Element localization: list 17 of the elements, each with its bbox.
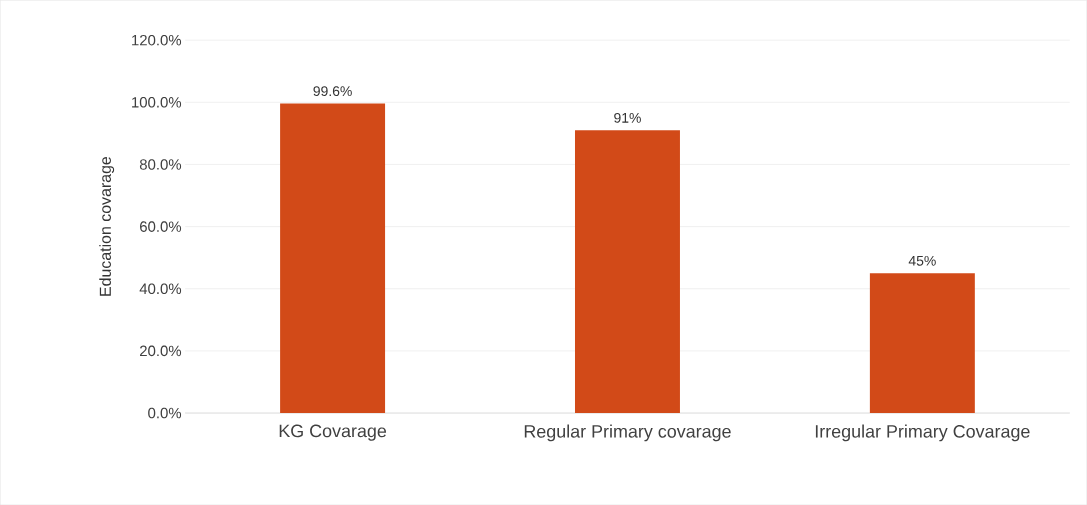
- y-tick-label: 120.0%: [132, 34, 182, 46]
- x-tick-label: KG Covarage: [279, 424, 387, 441]
- bar: [869, 273, 975, 413]
- x-tick-label: Irregular Primary Covarage: [815, 424, 1030, 442]
- y-tick-label: 80.0%: [139, 159, 182, 170]
- y-tick-label: 100.0%: [132, 96, 182, 108]
- data-label: 99.6%: [313, 86, 352, 96]
- data-label: 45%: [908, 255, 936, 266]
- y-axis-title: Education covarage: [99, 156, 115, 296]
- x-tick-label: Regular Primary covarage: [524, 424, 731, 442]
- data-label: 91%: [614, 112, 641, 123]
- bar: [280, 103, 386, 413]
- y-tick-label: 40.0%: [139, 283, 182, 294]
- bar: [574, 130, 680, 413]
- y-tick-label: 60.0%: [140, 221, 182, 232]
- y-tick-label: 20.0%: [140, 345, 182, 357]
- y-tick-label: 0.0%: [148, 407, 182, 419]
